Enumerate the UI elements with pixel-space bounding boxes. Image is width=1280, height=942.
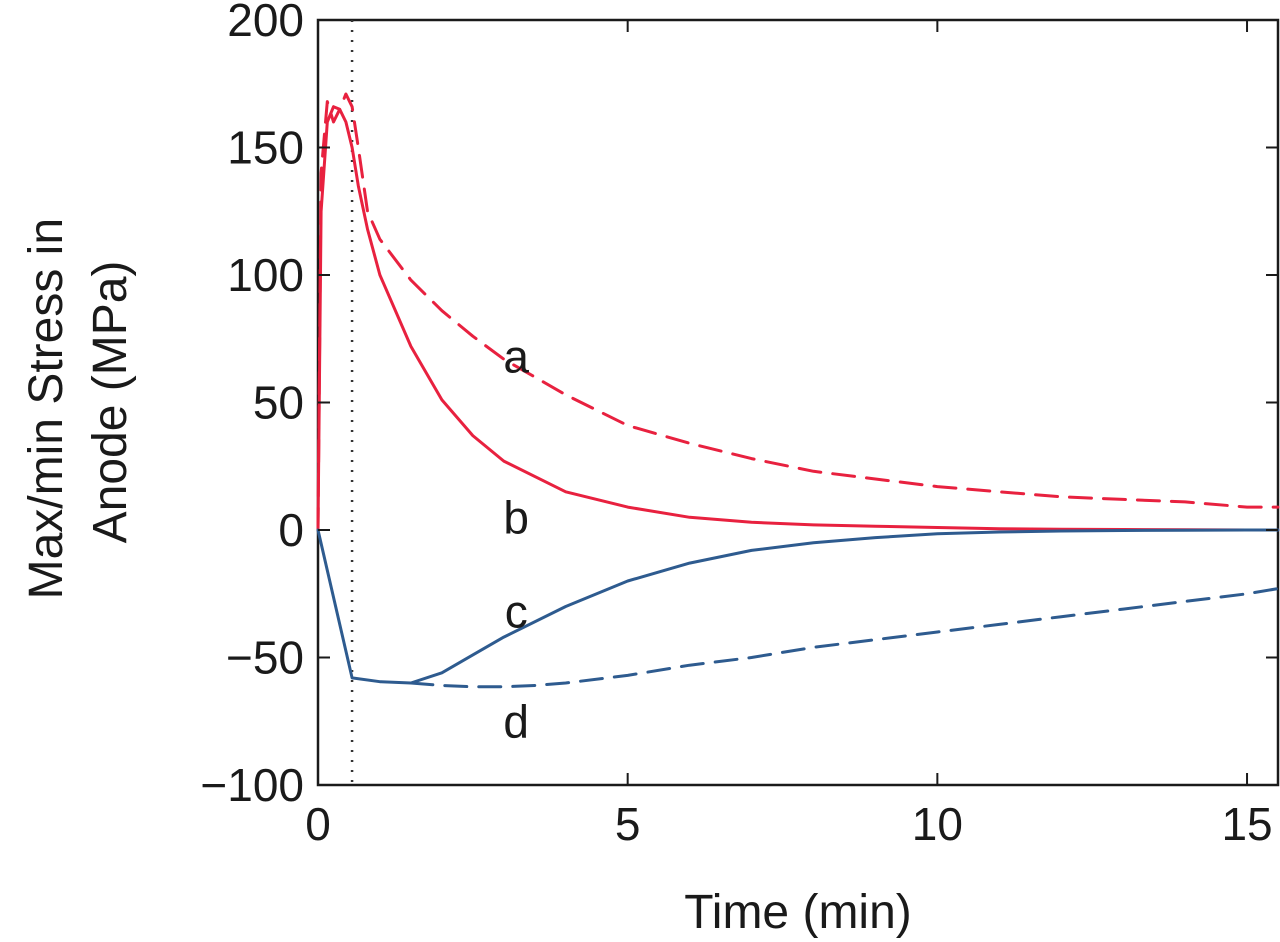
curve-label-d: d: [503, 695, 529, 747]
series-a-line: [316, 92, 1280, 532]
y-axis-title-line-1: Max/min Stress in: [20, 218, 73, 599]
x-tick-label: 5: [615, 798, 641, 850]
y-tick-label: −50: [226, 632, 304, 684]
ticks-layer: 0 5 10 15 −100 −50 0 50 100 150 200: [200, 0, 1278, 850]
y-tick-label: −100: [200, 759, 304, 811]
y-axis-title: Max/min Stress in Anode (MPa): [20, 205, 137, 600]
annotation-layer: a bc d: [503, 331, 529, 748]
y-tick-label: 50: [253, 377, 304, 429]
x-tick-label: 10: [912, 798, 963, 850]
series-layer: [316, 92, 1280, 689]
y-tick-label: 150: [227, 122, 304, 174]
x-tick-label: 0: [305, 798, 331, 850]
x-axis-title: Time (min): [684, 886, 912, 939]
curve-label-a: a: [503, 331, 529, 383]
y-tick-label: 0: [278, 504, 304, 556]
plot-area: [316, 18, 1280, 787]
series-b-line: [316, 105, 1280, 532]
curve-label-b: b: [503, 491, 529, 543]
y-tick-label: 100: [227, 249, 304, 301]
y-axis-title-line-2: Anode (MPa): [84, 261, 137, 544]
series-c-line: [316, 528, 1280, 685]
y-tick-label: 200: [227, 0, 304, 46]
curve-label-c: c: [505, 586, 528, 638]
x-tick-label: 15: [1221, 798, 1272, 850]
series-d-line: [409, 587, 1280, 689]
